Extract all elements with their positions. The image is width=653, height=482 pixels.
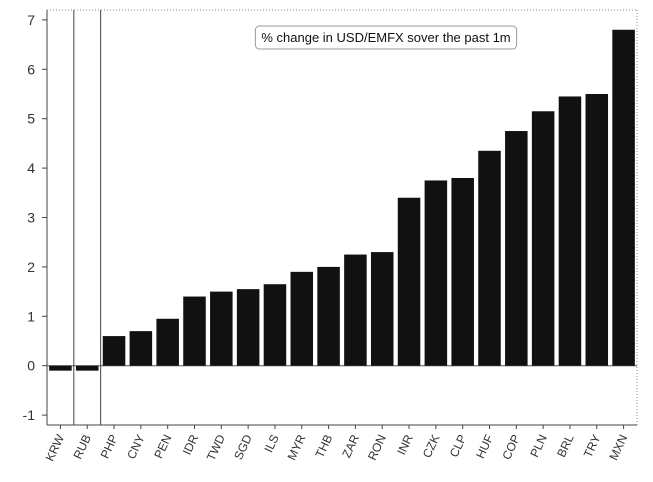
chart-title: % change in USD/EMFX sover the past 1m <box>261 30 510 45</box>
y-tick-label: 1 <box>27 308 35 324</box>
x-tick-label: TWD <box>204 432 228 463</box>
bar-czk <box>424 180 448 366</box>
x-tick-label: THB <box>312 432 335 460</box>
bar-pen <box>156 318 179 366</box>
bar-zar <box>344 254 367 366</box>
y-tick-label: 3 <box>27 210 35 226</box>
x-tick-label: CNY <box>124 432 147 461</box>
x-tick-label: MXN <box>606 432 630 462</box>
bar-idr <box>183 296 206 366</box>
bars <box>49 29 635 371</box>
bar-sgd <box>236 289 260 366</box>
x-tick-label: COP <box>499 432 523 461</box>
y-tick-label: 7 <box>27 12 35 28</box>
bar-pln <box>531 111 555 366</box>
bar-krw <box>49 365 72 371</box>
bar-twd <box>210 291 233 366</box>
x-tick-label: PEN <box>151 432 174 460</box>
x-tick-label: CZK <box>420 432 443 460</box>
bar-cop <box>505 131 528 366</box>
x-tick-label: SGD <box>231 432 255 462</box>
x-tick-label: BRL <box>554 432 577 459</box>
x-axis: KRW RUB PHP CNY PEN IDR TWD SGD ILS MYR THB ZAR RON I… <box>43 425 630 464</box>
chart-title-frame <box>254 25 518 50</box>
x-tick-label: INR <box>394 432 416 457</box>
bar-clp <box>451 177 474 366</box>
x-tick-label: ZAR <box>339 432 362 460</box>
x-tick-label: PHP <box>98 432 121 460</box>
x-tick-label: RON <box>365 432 389 462</box>
bar-mxn <box>612 29 635 366</box>
chart-title-box: % change in USD/EMFX sover the past 1m <box>254 25 518 50</box>
x-tick-label: HUF <box>473 432 496 460</box>
bar-cny <box>129 331 153 366</box>
x-tick-label: MYR <box>285 432 309 462</box>
x-tick-label: ILS <box>261 432 281 454</box>
x-tick-label: TRY <box>581 432 604 459</box>
bar-try <box>585 93 609 366</box>
y-tick-label: 5 <box>27 111 35 127</box>
bar-thb <box>317 266 340 366</box>
y-tick-label: 4 <box>27 160 35 176</box>
bar-ils <box>263 284 287 366</box>
y-tick-label: 6 <box>27 61 35 77</box>
y-tick-label: 2 <box>27 259 35 275</box>
y-tick-label: 0 <box>27 358 35 374</box>
bar-ron <box>370 252 394 366</box>
x-tick-label: KRW <box>43 432 68 464</box>
bar-php <box>102 336 126 366</box>
x-tick-label: RUB <box>71 432 94 461</box>
x-tick-label: CLP <box>447 432 470 459</box>
bar-rub <box>75 365 99 371</box>
bar-huf <box>478 150 501 366</box>
bar-brl <box>558 96 582 366</box>
bar-myr <box>290 271 314 366</box>
x-tick-label: PLN <box>527 432 550 459</box>
y-axis: -1 0 1 2 3 4 5 6 7 <box>23 12 47 423</box>
y-tick-label: -1 <box>23 407 36 423</box>
x-tick-label: IDR <box>180 432 202 457</box>
bar-inr <box>397 197 421 366</box>
